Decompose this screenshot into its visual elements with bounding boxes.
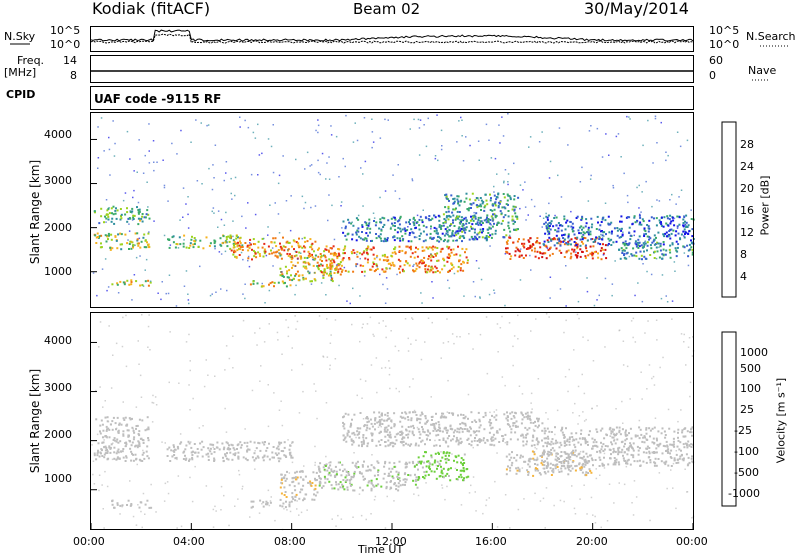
power-cbar-tick-24: 24 — [740, 160, 754, 173]
velocity-cbar-tick-25: 25 — [740, 403, 754, 416]
power-cbar-tick-8: 8 — [740, 248, 747, 261]
power-band-8 — [342, 214, 494, 243]
velocity-scatter-layer — [91, 313, 695, 531]
freq-tick-high: 14 — [63, 54, 77, 67]
vel-band-5 — [317, 460, 419, 492]
velocity-ytick-4000: 4000 — [44, 334, 72, 347]
power-band-3 — [167, 234, 244, 250]
beam-title: Beam 02 — [353, 0, 421, 18]
vel-band-6 — [417, 451, 470, 482]
xtick-0000-start: 00:00 — [73, 535, 105, 548]
velocity-cbar-tick-neg1000: -1000 — [728, 487, 760, 500]
velocity-ytick-1000: 1000 — [44, 472, 72, 485]
nave-label: Nave — [748, 64, 777, 77]
power-ytick-3000: 3000 — [44, 174, 72, 187]
power-panel-frame — [90, 112, 694, 308]
nsearch-tick-low: 10^0 — [709, 38, 740, 51]
power-cbar-tick-16: 16 — [740, 204, 754, 217]
cpid-label: CPID — [6, 88, 36, 101]
xtick-2000: 20:00 — [576, 535, 608, 548]
velocity-cbar-tick-neg500: -500 — [734, 466, 759, 479]
xtick-1200: 12:00 — [375, 535, 407, 548]
vel-band-9 — [542, 426, 695, 468]
velocity-ytick-3000: 3000 — [44, 381, 72, 394]
xtick-0000-end: 00:00 — [676, 535, 708, 548]
xtick-0400: 04:00 — [173, 535, 205, 548]
nsearch-label: N.Search — [746, 30, 796, 43]
aux-line-layer — [90, 29, 694, 72]
axis-ticks-layer — [10, 43, 790, 529]
velocity-colorbar — [721, 331, 737, 507]
vel-noise — [91, 313, 695, 531]
freq-panel — [90, 55, 694, 83]
velocity-cbar-tick-neg100: -100 — [734, 445, 759, 458]
nsearch-line — [90, 33, 694, 44]
nsky-tick-low: 10^0 — [50, 38, 81, 51]
nsky-line — [90, 29, 694, 42]
power-ytick-4000: 4000 — [44, 128, 72, 141]
nave-tick-low: 0 — [709, 69, 716, 82]
power-cbar-tick-20: 20 — [740, 182, 754, 195]
power-noise — [92, 113, 692, 307]
velocity-cbar-label: Velocity [m s⁻¹] — [774, 377, 788, 464]
power-ytick-2000: 2000 — [44, 221, 72, 234]
power-cbar-label: Power [dB] — [758, 175, 772, 236]
vel-band-0 — [93, 416, 150, 462]
cpid-text: UAF code -9115 RF — [94, 92, 222, 106]
cb-power-border — [721, 121, 737, 298]
vel-band-4 — [279, 470, 319, 502]
velocity-cbar-tick-1000: 1000 — [740, 346, 768, 359]
nsky-label: N.Sky — [4, 30, 36, 43]
nsky-panel — [90, 26, 694, 52]
velocity-panel-frame — [90, 312, 694, 530]
power-band-5 — [249, 280, 292, 288]
freq-unit: [MHz] — [4, 66, 37, 79]
power-band-7 — [317, 245, 469, 274]
power-band-12 — [618, 241, 695, 261]
vel-band-7 — [342, 411, 545, 448]
power-band-0 — [93, 205, 151, 226]
velocity-ytick-2000: 2000 — [44, 428, 72, 441]
power-ylabel: Slant Range [km] — [28, 159, 42, 265]
velocity-cbar-tick-500: 500 — [740, 362, 761, 375]
freq-label: Freq. — [17, 54, 45, 67]
freq-tick-low: 8 — [70, 69, 77, 82]
power-cbar-tick-12: 12 — [740, 226, 754, 239]
power-band-2 — [111, 279, 152, 287]
nave-tick-high: 60 — [709, 54, 723, 67]
power-ytick-1000: 1000 — [44, 265, 72, 278]
power-band-9 — [442, 192, 520, 239]
velocity-ylabel: Slant Range [km] — [28, 368, 42, 474]
nsearch-tick-high: 10^5 — [709, 24, 740, 37]
power-band-1 — [93, 232, 151, 251]
vel-band-3 — [250, 499, 293, 509]
cb-vel-border — [721, 331, 737, 507]
station-title: Kodiak (fitACF) — [92, 0, 211, 18]
power-cbar-tick-4: 4 — [740, 270, 747, 283]
vel-band-2 — [111, 499, 153, 509]
xlabel: Time UT — [358, 543, 404, 556]
power-band-10 — [505, 236, 608, 261]
velocity-cbar-tick-neg25: -25 — [734, 424, 752, 437]
velocity-cbar-tick-100: 100 — [740, 382, 761, 395]
date-title: 30/May/2014 — [584, 0, 689, 18]
nsky-tick-high: 10^5 — [50, 24, 81, 37]
cpid-panel — [90, 86, 694, 110]
xtick-0800: 08:00 — [274, 535, 306, 548]
xtick-1600: 16:00 — [475, 535, 507, 548]
power-cbar-tick-28: 28 — [740, 138, 754, 151]
power-colorbar — [721, 121, 737, 298]
power-band-11 — [542, 214, 695, 248]
power-scatter-layer — [92, 113, 695, 307]
